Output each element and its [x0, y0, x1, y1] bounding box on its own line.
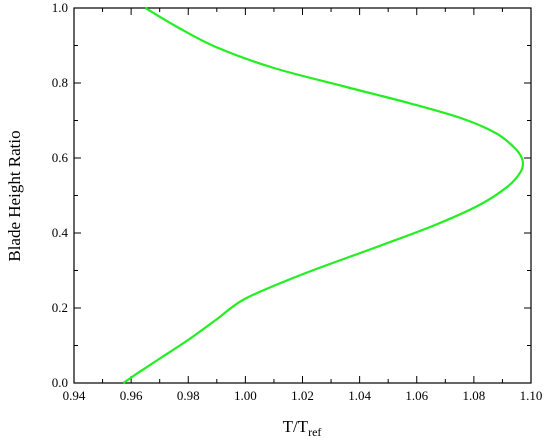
x-tick-label: 1.08 [463, 388, 486, 403]
y-tick-label: 0.6 [52, 150, 69, 165]
x-tick-label: 1.10 [520, 388, 543, 403]
series-line-0 [122, 7, 525, 384]
y-tick-label: 0.4 [52, 225, 69, 240]
y-tick-label: 1.0 [52, 0, 68, 15]
x-axis-label-subscript: ref [308, 425, 321, 439]
series-layer [122, 7, 525, 384]
x-tick-label: 1.00 [234, 388, 257, 403]
y-tick-label: 0.0 [52, 375, 68, 390]
x-tick-label: 0.96 [120, 388, 143, 403]
x-axis-label-main: T/T [283, 417, 309, 436]
x-tick-label: 0.98 [177, 388, 200, 403]
axis-ticks [73, 7, 532, 384]
axis-tick-labels: 0.94 0.96 0.98 1.00 1.02 1.04 1.06 1.08 1.10 0.0 0… [52, 0, 543, 403]
x-tick-label: 1.02 [291, 388, 314, 403]
x-axis-label: T/Tref [283, 417, 322, 439]
y-tick-label: 0.8 [52, 75, 68, 90]
x-tick-label: 1.04 [348, 388, 371, 403]
y-tick-label: 0.2 [52, 300, 68, 315]
plot-frame [73, 7, 532, 384]
x-tick-label: 0.94 [63, 388, 86, 403]
x-tick-label: 1.06 [405, 388, 428, 403]
y-axis-label: Blade Height Ratio [5, 130, 24, 261]
